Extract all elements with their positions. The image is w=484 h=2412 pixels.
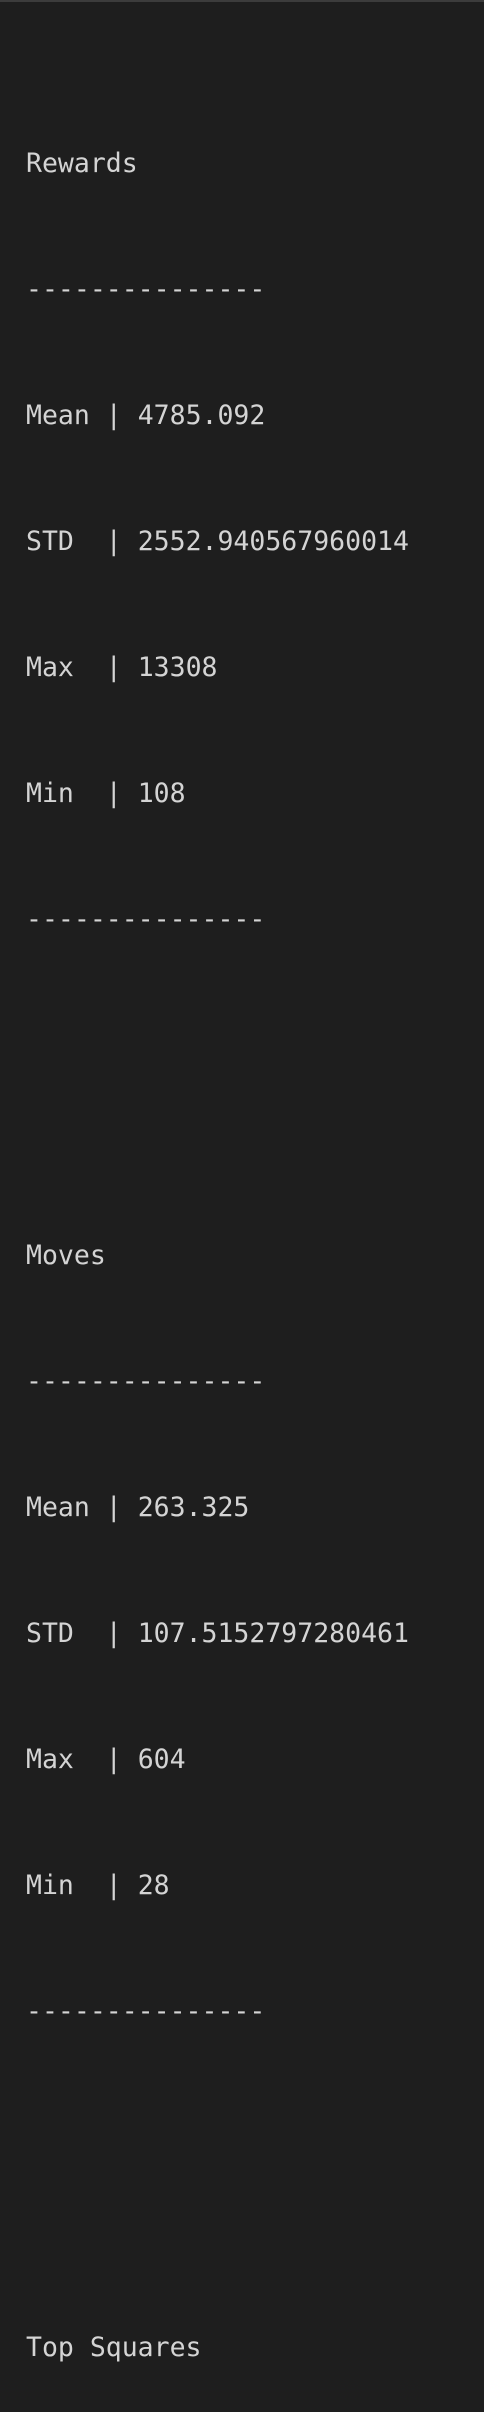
stat-label: Max: [26, 652, 106, 683]
column-separator: |: [105, 1870, 138, 1901]
stat-value: 604: [137, 1744, 186, 1775]
stat-value: 13308: [137, 652, 218, 683]
stat-row-moves-std: STD | 107.5152797280461: [26, 1613, 409, 1655]
column-separator: |: [105, 1618, 138, 1649]
stat-label: STD: [26, 1618, 106, 1649]
stat-value: 108: [137, 778, 186, 809]
separator: ---------------: [26, 1996, 266, 2027]
terminal-output: Rewards --------------- Mean | 4785.092 …: [26, 17, 409, 2412]
stat-label: Min: [26, 778, 106, 809]
column-separator: |: [105, 1492, 138, 1523]
stat-label: Min: [26, 1870, 106, 1901]
stat-value: 28: [137, 1870, 170, 1901]
stat-label: Max: [26, 1744, 106, 1775]
separator: ---------------: [26, 904, 266, 935]
stat-value: 107.5152797280461: [137, 1618, 409, 1649]
column-separator: |: [105, 526, 138, 557]
stat-label: Mean: [26, 400, 106, 431]
stat-row-rewards-mean: Mean | 4785.092: [26, 395, 409, 437]
separator: ---------------: [26, 274, 266, 305]
blank-line: [26, 2117, 409, 2159]
section-title-rewards: Rewards: [26, 148, 138, 179]
section-title-top-squares: Top Squares: [26, 2332, 202, 2363]
column-separator: |: [105, 400, 138, 431]
column-separator: |: [105, 652, 138, 683]
stat-value: 263.325: [137, 1492, 250, 1523]
column-separator: |: [105, 1744, 138, 1775]
stat-row-rewards-max: Max | 13308: [26, 647, 409, 689]
section-title-moves: Moves: [26, 1240, 106, 1271]
blank-line: [26, 1025, 409, 1067]
stat-label: STD: [26, 526, 106, 557]
stat-row-moves-max: Max | 604: [26, 1739, 409, 1781]
stat-row-rewards-std: STD | 2552.940567960014: [26, 521, 409, 563]
window-top-border: [0, 0, 484, 2]
column-separator: |: [105, 778, 138, 809]
separator: ---------------: [26, 1366, 266, 1397]
stat-label: Mean: [26, 1492, 106, 1523]
stat-row-moves-mean: Mean | 263.325: [26, 1487, 409, 1529]
stat-value: 4785.092: [137, 400, 266, 431]
stat-row-rewards-min: Min | 108: [26, 773, 409, 815]
stat-value: 2552.940567960014: [137, 526, 409, 557]
stat-row-moves-min: Min | 28: [26, 1865, 409, 1907]
